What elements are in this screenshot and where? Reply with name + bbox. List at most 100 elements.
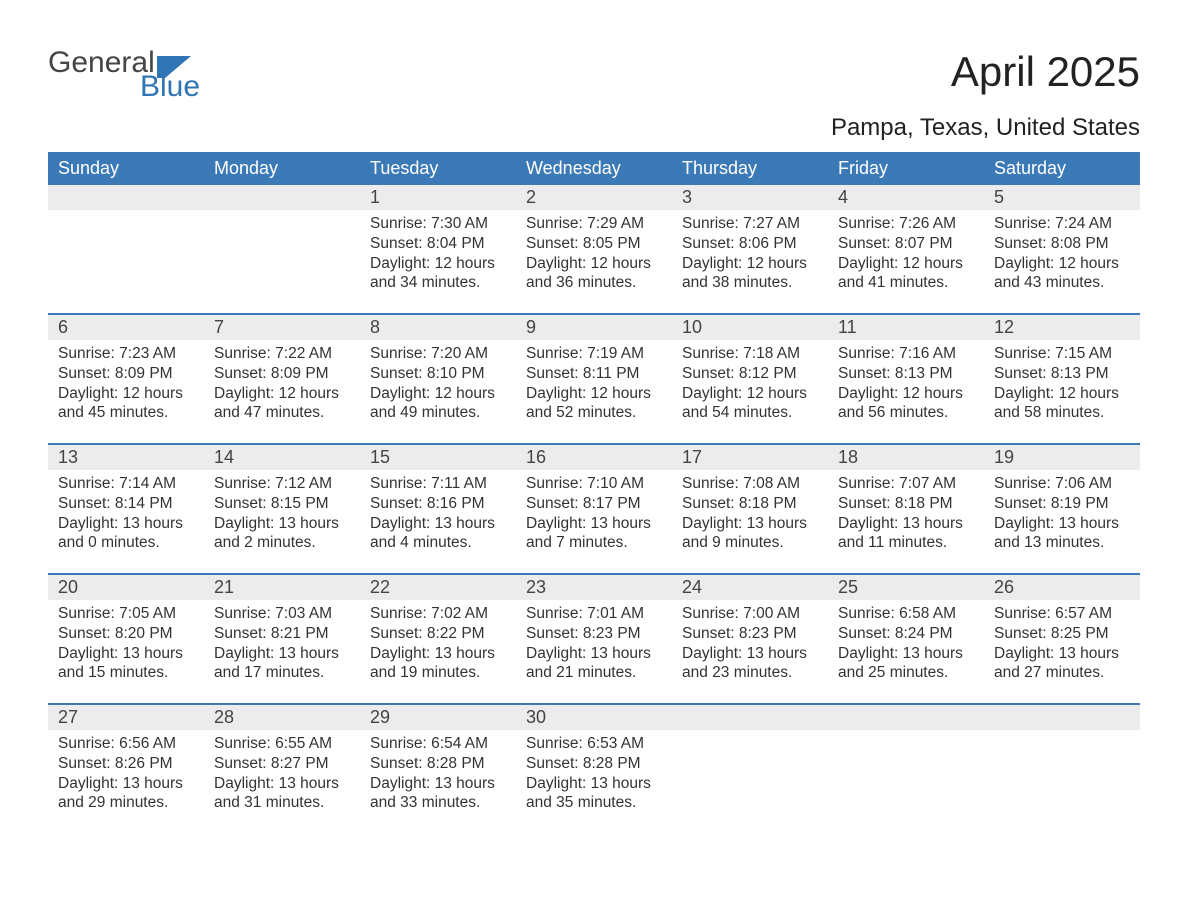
cell-body: Sunrise: 7:12 AMSunset: 8:15 PMDaylight:… [204, 470, 360, 559]
cell-body: Sunrise: 6:55 AMSunset: 8:27 PMDaylight:… [204, 730, 360, 819]
sunrise-line: Sunrise: 7:10 AM [526, 474, 662, 494]
cell-body: Sunrise: 7:11 AMSunset: 8:16 PMDaylight:… [360, 470, 516, 559]
calendar-cell: 8Sunrise: 7:20 AMSunset: 8:10 PMDaylight… [360, 315, 516, 443]
sunrise-line: Sunrise: 6:55 AM [214, 734, 350, 754]
logo-text-bottom: Blue [140, 72, 200, 102]
cell-body: Sunrise: 7:06 AMSunset: 8:19 PMDaylight:… [984, 470, 1140, 559]
day-number: 8 [360, 315, 516, 340]
day-number: 16 [516, 445, 672, 470]
day-number-row: 13 [48, 445, 204, 470]
calendar-table: SundayMondayTuesdayWednesdayThursdayFrid… [48, 152, 1140, 833]
calendar-body: 1Sunrise: 7:30 AMSunset: 8:04 PMDaylight… [48, 185, 1140, 833]
day-number-row: 22 [360, 575, 516, 600]
sunset-line: Sunset: 8:21 PM [214, 624, 350, 644]
calendar-cell: 19Sunrise: 7:06 AMSunset: 8:19 PMDayligh… [984, 445, 1140, 573]
sunrise-line: Sunrise: 7:16 AM [838, 344, 974, 364]
day-header: Saturday [984, 152, 1140, 185]
cell-body: Sunrise: 7:02 AMSunset: 8:22 PMDaylight:… [360, 600, 516, 689]
calendar-cell: 9Sunrise: 7:19 AMSunset: 8:11 PMDaylight… [516, 315, 672, 443]
calendar-cell: 2Sunrise: 7:29 AMSunset: 8:05 PMDaylight… [516, 185, 672, 313]
sunset-line: Sunset: 8:16 PM [370, 494, 506, 514]
day-number-row [828, 705, 984, 730]
sunrise-line: Sunrise: 6:53 AM [526, 734, 662, 754]
daylight-line: Daylight: 13 hours and 15 minutes. [58, 644, 194, 684]
sunrise-line: Sunrise: 7:18 AM [682, 344, 818, 364]
daylight-line: Daylight: 12 hours and 56 minutes. [838, 384, 974, 424]
day-number: 9 [516, 315, 672, 340]
sunrise-line: Sunrise: 7:27 AM [682, 214, 818, 234]
sunrise-line: Sunrise: 7:23 AM [58, 344, 194, 364]
day-number-row: 28 [204, 705, 360, 730]
sunset-line: Sunset: 8:06 PM [682, 234, 818, 254]
calendar-week: 13Sunrise: 7:14 AMSunset: 8:14 PMDayligh… [48, 445, 1140, 573]
day-number-row: 14 [204, 445, 360, 470]
sunrise-line: Sunrise: 7:02 AM [370, 604, 506, 624]
calendar-cell: 28Sunrise: 6:55 AMSunset: 8:27 PMDayligh… [204, 705, 360, 833]
calendar-cell: 5Sunrise: 7:24 AMSunset: 8:08 PMDaylight… [984, 185, 1140, 313]
daylight-line: Daylight: 13 hours and 17 minutes. [214, 644, 350, 684]
calendar-cell: 7Sunrise: 7:22 AMSunset: 8:09 PMDaylight… [204, 315, 360, 443]
day-number: 7 [204, 315, 360, 340]
calendar-week: 1Sunrise: 7:30 AMSunset: 8:04 PMDaylight… [48, 185, 1140, 313]
cell-body: Sunrise: 7:15 AMSunset: 8:13 PMDaylight:… [984, 340, 1140, 429]
calendar-cell: 14Sunrise: 7:12 AMSunset: 8:15 PMDayligh… [204, 445, 360, 573]
sunset-line: Sunset: 8:13 PM [838, 364, 974, 384]
cell-body: Sunrise: 7:16 AMSunset: 8:13 PMDaylight:… [828, 340, 984, 429]
calendar-cell [48, 185, 204, 313]
day-number-row: 20 [48, 575, 204, 600]
calendar-cell: 18Sunrise: 7:07 AMSunset: 8:18 PMDayligh… [828, 445, 984, 573]
sunset-line: Sunset: 8:25 PM [994, 624, 1130, 644]
day-number: 19 [984, 445, 1140, 470]
cell-body: Sunrise: 6:58 AMSunset: 8:24 PMDaylight:… [828, 600, 984, 689]
daylight-line: Daylight: 13 hours and 11 minutes. [838, 514, 974, 554]
day-number: 10 [672, 315, 828, 340]
sunset-line: Sunset: 8:10 PM [370, 364, 506, 384]
sunrise-line: Sunrise: 7:24 AM [994, 214, 1130, 234]
daylight-line: Daylight: 13 hours and 29 minutes. [58, 774, 194, 814]
day-number: 12 [984, 315, 1140, 340]
cell-body: Sunrise: 7:23 AMSunset: 8:09 PMDaylight:… [48, 340, 204, 429]
calendar-cell: 10Sunrise: 7:18 AMSunset: 8:12 PMDayligh… [672, 315, 828, 443]
day-header: Friday [828, 152, 984, 185]
daylight-line: Daylight: 13 hours and 2 minutes. [214, 514, 350, 554]
calendar-cell: 3Sunrise: 7:27 AMSunset: 8:06 PMDaylight… [672, 185, 828, 313]
calendar-cell: 25Sunrise: 6:58 AMSunset: 8:24 PMDayligh… [828, 575, 984, 703]
cell-body: Sunrise: 6:56 AMSunset: 8:26 PMDaylight:… [48, 730, 204, 819]
calendar-cell: 29Sunrise: 6:54 AMSunset: 8:28 PMDayligh… [360, 705, 516, 833]
day-number-row: 12 [984, 315, 1140, 340]
day-number-row: 7 [204, 315, 360, 340]
daylight-line: Daylight: 12 hours and 49 minutes. [370, 384, 506, 424]
day-number: 30 [516, 705, 672, 730]
calendar-cell: 12Sunrise: 7:15 AMSunset: 8:13 PMDayligh… [984, 315, 1140, 443]
sunrise-line: Sunrise: 7:30 AM [370, 214, 506, 234]
sunset-line: Sunset: 8:19 PM [994, 494, 1130, 514]
day-number-row: 18 [828, 445, 984, 470]
day-header: Wednesday [516, 152, 672, 185]
cell-body [48, 210, 204, 220]
cell-body: Sunrise: 7:00 AMSunset: 8:23 PMDaylight:… [672, 600, 828, 689]
day-number: 17 [672, 445, 828, 470]
sunset-line: Sunset: 8:05 PM [526, 234, 662, 254]
sunset-line: Sunset: 8:11 PM [526, 364, 662, 384]
daylight-line: Daylight: 12 hours and 47 minutes. [214, 384, 350, 424]
sunset-line: Sunset: 8:13 PM [994, 364, 1130, 384]
cell-body: Sunrise: 7:05 AMSunset: 8:20 PMDaylight:… [48, 600, 204, 689]
logo-text-top: General [48, 48, 155, 78]
day-number: 1 [360, 185, 516, 210]
daylight-line: Daylight: 12 hours and 43 minutes. [994, 254, 1130, 294]
calendar-cell [672, 705, 828, 833]
sunset-line: Sunset: 8:12 PM [682, 364, 818, 384]
daylight-line: Daylight: 13 hours and 19 minutes. [370, 644, 506, 684]
calendar-cell: 4Sunrise: 7:26 AMSunset: 8:07 PMDaylight… [828, 185, 984, 313]
sunrise-line: Sunrise: 7:19 AM [526, 344, 662, 364]
daylight-line: Daylight: 13 hours and 25 minutes. [838, 644, 974, 684]
sunrise-line: Sunrise: 7:05 AM [58, 604, 194, 624]
day-number-row: 26 [984, 575, 1140, 600]
day-number: 22 [360, 575, 516, 600]
cell-body: Sunrise: 7:07 AMSunset: 8:18 PMDaylight:… [828, 470, 984, 559]
daylight-line: Daylight: 13 hours and 7 minutes. [526, 514, 662, 554]
daylight-line: Daylight: 12 hours and 45 minutes. [58, 384, 194, 424]
sunset-line: Sunset: 8:18 PM [682, 494, 818, 514]
day-number: 13 [48, 445, 204, 470]
sunrise-line: Sunrise: 7:12 AM [214, 474, 350, 494]
